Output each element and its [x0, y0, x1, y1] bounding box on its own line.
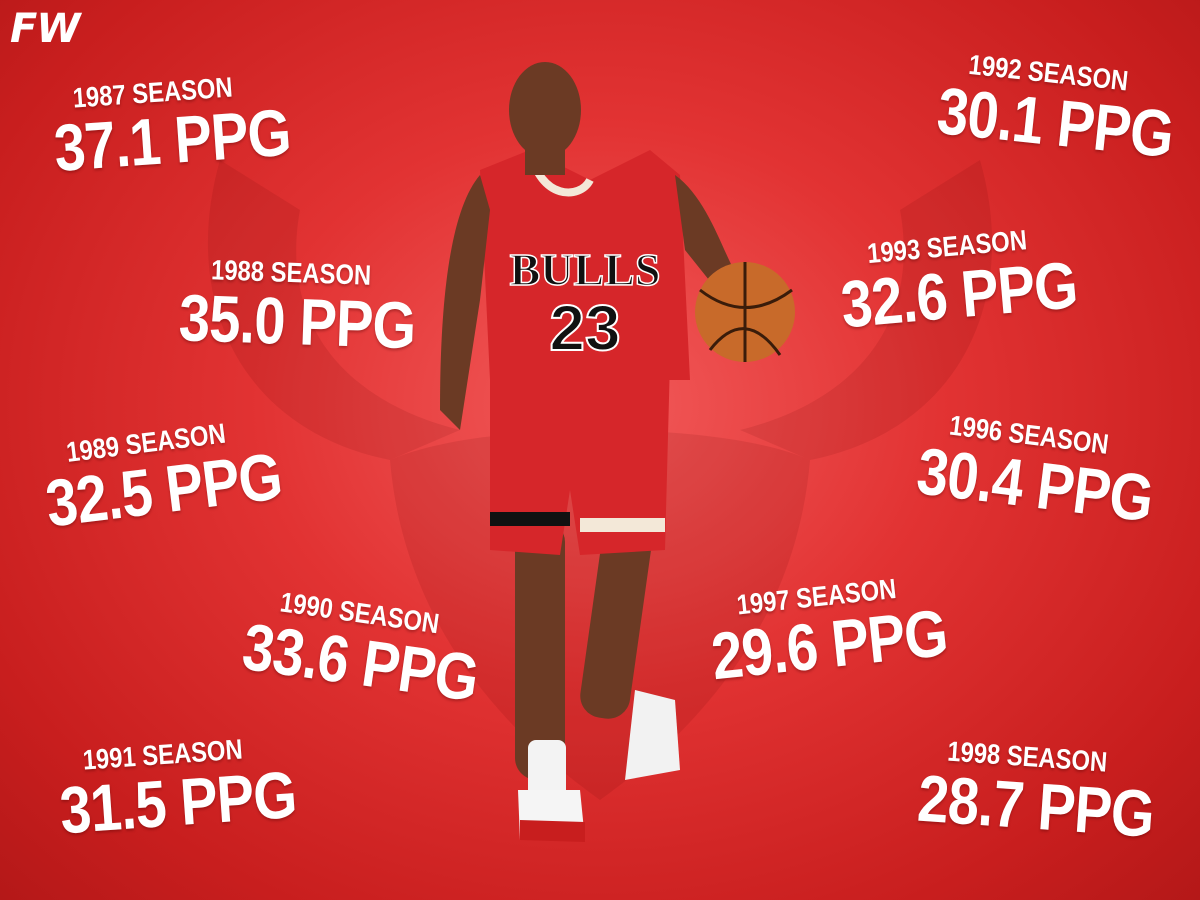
ppg-value: 37.1 PPG [51, 94, 293, 185]
basketball-player-image: BULLS 23 [440, 62, 795, 842]
ppg-value: 31.5 PPG [57, 756, 299, 848]
fw-logo: FW [10, 6, 80, 52]
stat-1988: 1988 SEASON 35.0 PPG [158, 253, 421, 363]
jersey-number-text: 23 [549, 292, 620, 364]
jersey-team-text: BULLS [510, 244, 661, 295]
stat-1998: 1998 SEASON 28.7 PPG [897, 733, 1157, 851]
ppg-value: 35.0 PPG [177, 280, 417, 363]
stat-1987: 1987 SEASON 37.1 PPG [32, 70, 293, 185]
ppg-value: 32.6 PPG [838, 247, 1080, 342]
ppg-value: 28.7 PPG [915, 760, 1157, 851]
stat-1991: 1991 SEASON 31.5 PPG [37, 731, 299, 848]
stat-1992: 1992 SEASON 30.1 PPG [916, 45, 1177, 171]
